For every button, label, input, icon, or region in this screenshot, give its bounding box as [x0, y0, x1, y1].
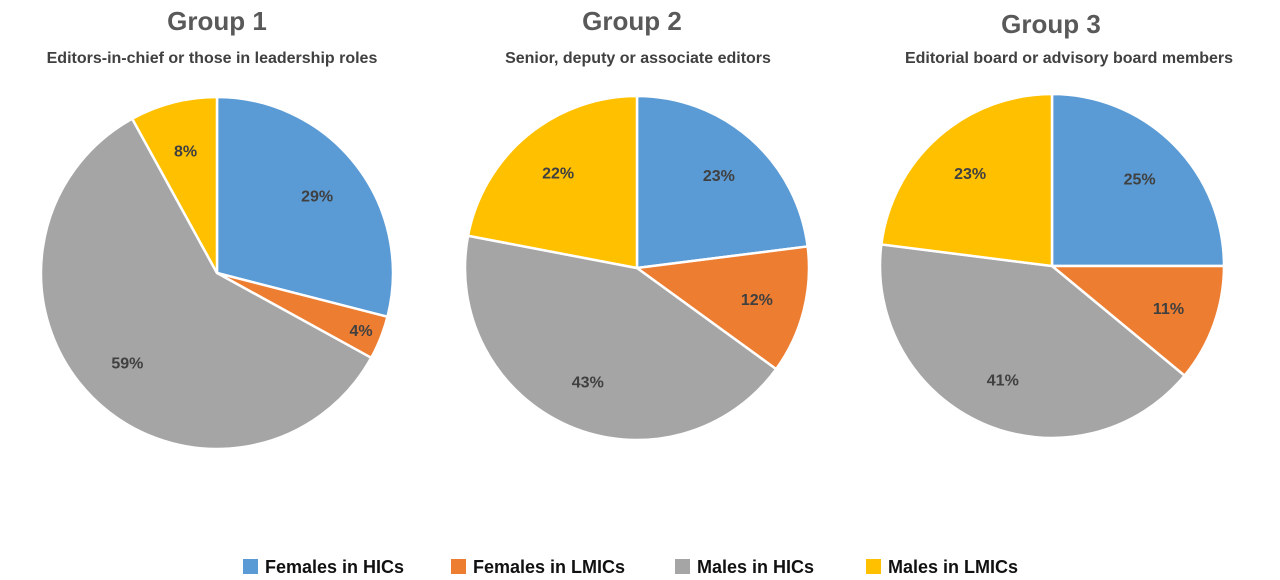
group-3-slice-males-hics: [878, 243, 1186, 440]
group-3-slice-females-lmics: [1050, 264, 1226, 377]
legend-swatch-females-lmics: [451, 559, 466, 574]
group-1-label-females-lmics: 4%: [349, 323, 372, 340]
group-2-pie: 23% 12% 43% 22%: [463, 94, 811, 442]
group-3-label-females-hics: 25%: [1124, 171, 1156, 188]
group-2-slice-males-hics: [463, 234, 778, 442]
group-2-label-males-lmics: 22%: [542, 166, 574, 183]
legend-swatch-males-hics: [675, 559, 690, 574]
group-3-label-males-lmics: 23%: [954, 166, 986, 183]
legend-label-males-lmics: Males in LMICs: [888, 557, 1018, 577]
group-1-label-females-hics: 29%: [301, 188, 333, 205]
group-2-slice-females-lmics: [635, 245, 811, 371]
group-3-label-females-lmics: 11%: [1153, 301, 1184, 318]
legend-label-females-hics: Females in HICs: [265, 557, 404, 577]
group-1-title: Group 1: [167, 6, 267, 36]
legend-label-females-lmics: Females in LMICs: [473, 557, 625, 577]
group-3-label-males-hics: 41%: [987, 373, 1019, 390]
legend-swatch-males-lmics: [866, 559, 881, 574]
group-1-slice-females-hics: [215, 95, 395, 319]
group-2-title: Group 2: [582, 6, 682, 36]
group-2-slice-males-lmics: [466, 94, 639, 270]
group-1-pie: 29% 4% 59% 8%: [39, 95, 395, 451]
group-1-label-males-lmics: 8%: [174, 143, 197, 160]
group-2-label-males-hics: 43%: [572, 375, 604, 392]
group-1-label-males-hics: 59%: [111, 356, 143, 373]
legend-label-males-hics: Males in HICs: [697, 557, 814, 577]
group-1-subtitle: Editors-in-chief or those in leadership …: [47, 50, 378, 67]
group-3-pie: 25% 11% 41% 23%: [878, 92, 1226, 440]
group-3-slice-females-hics: [1050, 92, 1226, 268]
group-2-label-females-hics: 23%: [703, 168, 735, 185]
group-2-subtitle: Senior, deputy or associate editors: [505, 50, 771, 67]
legend: Females in HICs Females in LMICs Males i…: [243, 557, 1018, 577]
group-2-label-females-lmics: 12%: [741, 292, 773, 309]
group-1-slice-males-hics: [39, 117, 373, 451]
group-3-title: Group 3: [1001, 9, 1101, 39]
group-2-slice-females-hics: [635, 94, 809, 270]
legend-swatch-females-hics: [243, 559, 258, 574]
group-3-subtitle: Editorial board or advisory board member…: [905, 50, 1233, 67]
group-3-slice-males-lmics: [880, 92, 1054, 268]
group-1-slice-males-lmics: [130, 95, 219, 275]
